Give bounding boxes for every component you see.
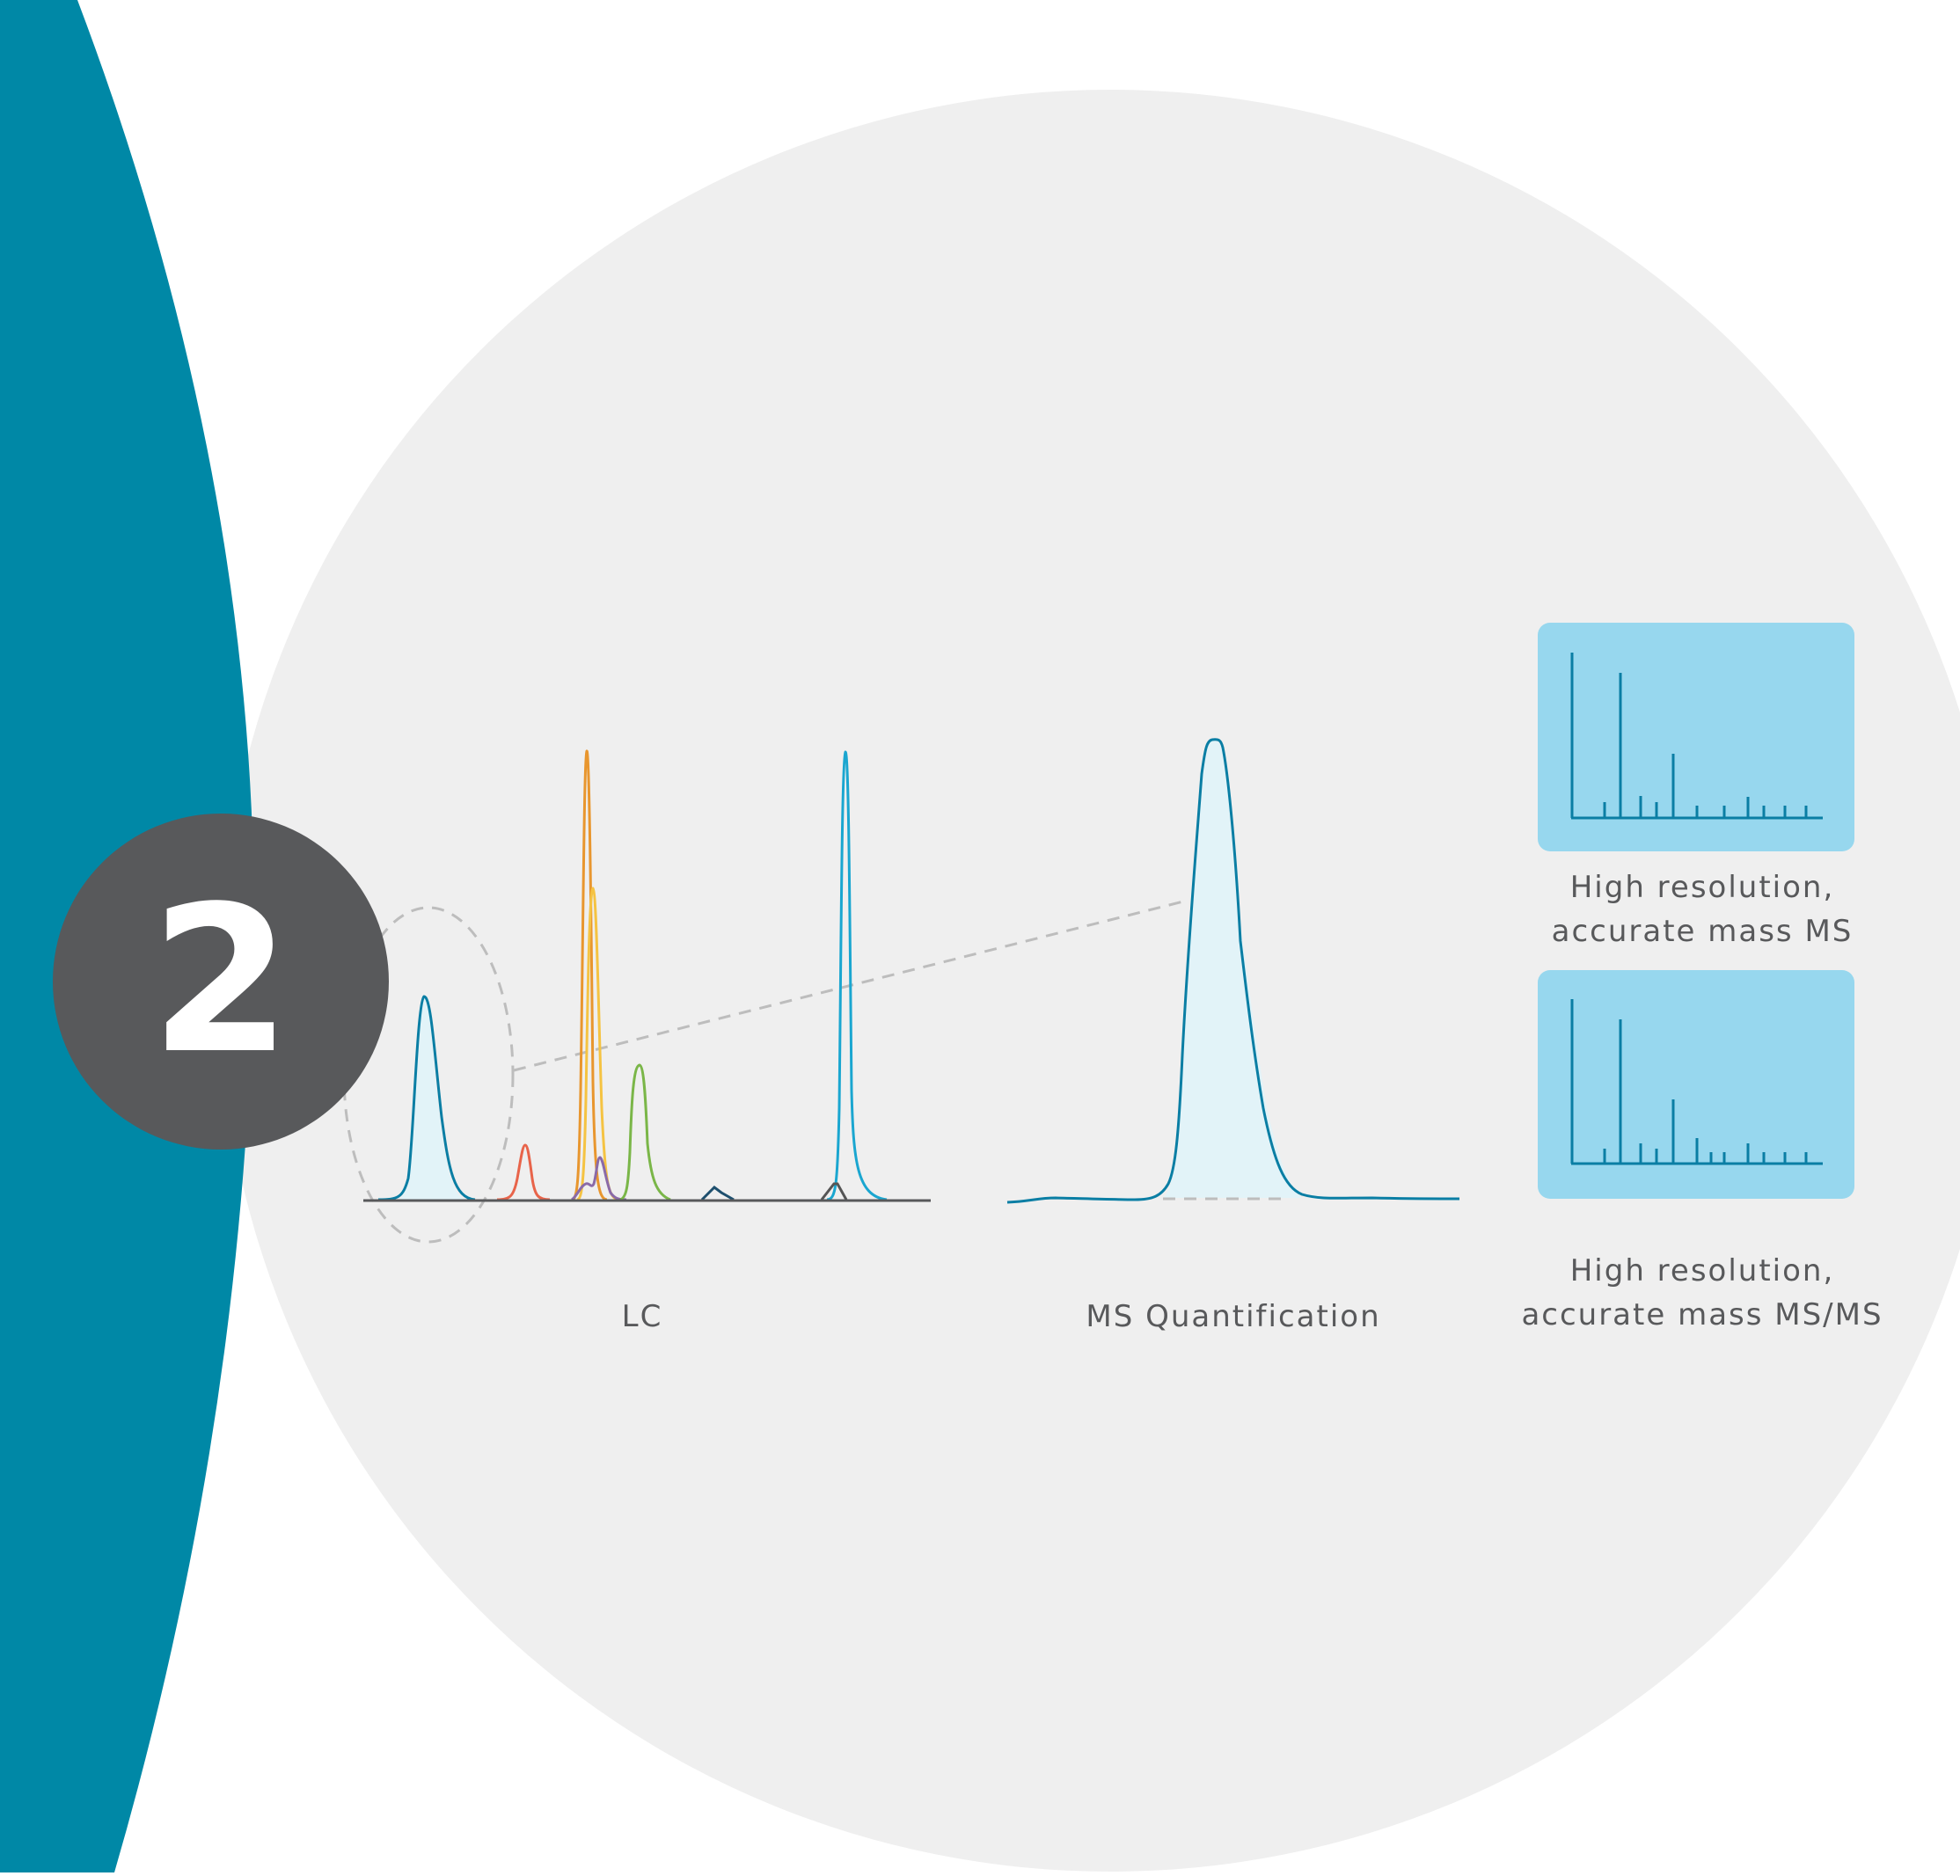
msms-spectrum-panel — [1538, 970, 1854, 1199]
msms-panel-label-line-2: accurate mass MS/MS — [1521, 1297, 1883, 1332]
lc-peak-1 — [377, 995, 476, 1201]
msms-panel-label: High resolution, accurate mass MS/MS — [1511, 1249, 1893, 1337]
ms-spectrum-lines — [1570, 653, 1823, 820]
ms-quant-peak — [1006, 738, 1460, 1204]
ms-quantification-label-text: MS Quantification — [1086, 1299, 1381, 1334]
lc-peak-5 — [571, 1156, 627, 1201]
lc-chromatogram — [363, 749, 931, 1202]
zoom-line-icon — [513, 900, 1184, 1072]
ms-spectrum-panel — [1538, 623, 1854, 851]
lc-peak-3 — [571, 749, 608, 1201]
lc-peak-2 — [496, 1143, 551, 1201]
lc-peak-1-fill — [398, 996, 466, 1200]
lc-peak-8 — [826, 750, 888, 1201]
ms-panel-label-line-1: High resolution, — [1569, 870, 1835, 905]
msms-panel-label-line-1: High resolution, — [1569, 1253, 1835, 1288]
background-circle — [219, 90, 1960, 1872]
ms-peak-fill — [1163, 740, 1302, 1198]
lc-peak-7 — [700, 1186, 735, 1201]
msms-spectrum-lines — [1570, 999, 1823, 1165]
ms-panel-label: High resolution, accurate mass MS — [1511, 865, 1893, 953]
lc-label: LC — [554, 1295, 730, 1339]
ms-quantification-label: MS Quantification — [1038, 1295, 1429, 1339]
lc-label-text: LC — [621, 1299, 663, 1334]
msms-spectrum-box — [1538, 970, 1854, 1199]
lc-peak-9 — [820, 1182, 848, 1201]
lc-peak-4 — [576, 887, 621, 1201]
step-number: 2 — [150, 864, 292, 1099]
ms-peak — [1006, 738, 1460, 1204]
lc-peak-6 — [619, 1063, 671, 1201]
ms-spectrum-box — [1538, 623, 1854, 851]
step-badge-icon — [53, 814, 389, 1150]
ms-panel-label-line-2: accurate mass MS — [1551, 914, 1854, 949]
